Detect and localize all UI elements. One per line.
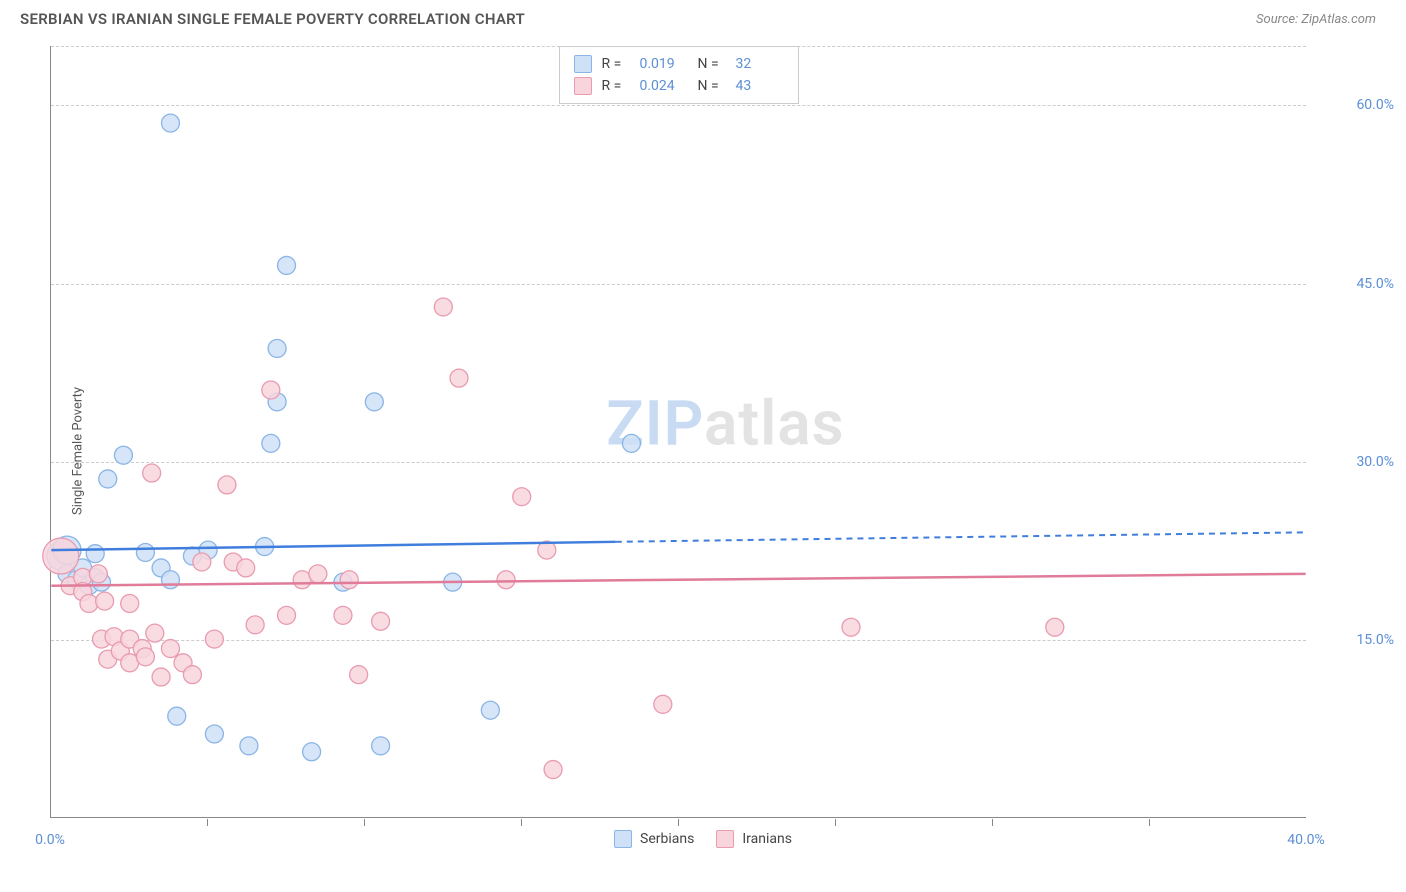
scatter-point [365, 393, 383, 411]
chart-title: SERBIAN VS IRANIAN SINGLE FEMALE POVERTY… [20, 10, 525, 28]
scatter-point [136, 648, 154, 666]
scatter-point [146, 624, 164, 642]
legend-series-name: Iranians [742, 831, 792, 847]
legend-n-value: 43 [736, 78, 784, 94]
legend-swatch [716, 830, 734, 848]
scatter-point [309, 565, 327, 583]
legend-swatch [614, 830, 632, 848]
scatter-point [278, 256, 296, 274]
legend-series-name: Serbians [640, 831, 694, 847]
scatter-point [278, 606, 296, 624]
scatter-point [434, 298, 452, 316]
scatter-point [161, 640, 179, 658]
scatter-point [654, 695, 672, 713]
scatter-point [237, 559, 255, 577]
scatter-point [842, 618, 860, 636]
y-tick-label: 60.0% [1356, 97, 1394, 113]
legend-r-label: R = [602, 56, 630, 72]
x-tick-label-min: 0.0% [35, 832, 65, 848]
legend-r-value: 0.024 [640, 78, 688, 94]
chart-header: SERBIAN VS IRANIAN SINGLE FEMALE POVERTY… [0, 0, 1406, 36]
x-tick-mark [835, 819, 836, 826]
legend-row: R = 0.024 N = 43 [574, 75, 784, 97]
scatter-point [262, 381, 280, 399]
scatter-point [350, 666, 368, 684]
y-tick-label: 15.0% [1356, 632, 1394, 648]
scatter-point [96, 592, 114, 610]
legend-n-label: N = [698, 78, 726, 94]
x-tick-mark [992, 819, 993, 826]
legend-swatch [574, 55, 592, 73]
scatter-point [121, 595, 139, 613]
scatter-point [183, 666, 201, 684]
legend-n-label: N = [698, 56, 726, 72]
scatter-point [246, 616, 264, 634]
scatter-point [497, 571, 515, 589]
trend-line [51, 574, 1305, 586]
scatter-point [86, 545, 104, 563]
scatter-point [218, 476, 236, 494]
scatter-point [268, 339, 286, 357]
y-tick-label: 30.0% [1356, 454, 1394, 470]
x-tick-mark [521, 819, 522, 826]
scatter-point [262, 434, 280, 452]
chart-area: Single Female Poverty ZIPatlas R =0.019N… [0, 36, 1406, 866]
legend-item: Iranians [716, 830, 792, 848]
scatter-point [43, 538, 79, 574]
scatter-point [161, 571, 179, 589]
legend-r-value: 0.019 [640, 56, 688, 72]
x-tick-mark [678, 819, 679, 826]
scatter-point [205, 630, 223, 648]
scatter-point [1046, 618, 1064, 636]
scatter-point [161, 114, 179, 132]
scatter-point [513, 488, 531, 506]
y-tick-label: 45.0% [1356, 276, 1394, 292]
scatter-point [334, 606, 352, 624]
series-legend: Serbians Iranians [614, 830, 792, 848]
scatter-point [544, 761, 562, 779]
legend-swatch [574, 77, 592, 95]
scatter-point [372, 612, 390, 630]
scatter-point [168, 707, 186, 725]
scatter-point [481, 701, 499, 719]
trend-line-dashed [616, 532, 1306, 541]
scatter-point [152, 668, 170, 686]
trend-line [51, 542, 615, 550]
scatter-point [193, 553, 211, 571]
plot-region: ZIPatlas R =0.019N =32R =0.024N =43 [50, 46, 1306, 818]
legend-row: R = 0.019 N = 32 [574, 53, 784, 75]
legend-item: Serbians [614, 830, 694, 848]
scatter-point [89, 565, 107, 583]
scatter-point [205, 725, 223, 743]
scatter-point [136, 543, 154, 561]
scatter-point [143, 464, 161, 482]
x-tick-mark [364, 819, 365, 826]
scatter-point [372, 737, 390, 755]
legend-r-label: R = [602, 78, 630, 94]
x-tick-mark [1149, 819, 1150, 826]
scatter-point [240, 737, 258, 755]
legend-n-value: 32 [736, 56, 784, 72]
scatter-point [340, 571, 358, 589]
source-attribution: Source: ZipAtlas.com [1256, 12, 1376, 27]
correlation-legend: R = 0.019 N = 32 R = 0.024 N = 43 [559, 46, 799, 104]
scatter-svg [51, 46, 1306, 817]
scatter-point [622, 434, 640, 452]
x-tick-mark [207, 819, 208, 826]
scatter-point [114, 446, 132, 464]
x-tick-label-max: 40.0% [1287, 832, 1325, 848]
scatter-point [303, 743, 321, 761]
scatter-point [99, 470, 117, 488]
scatter-point [80, 595, 98, 613]
scatter-point [450, 369, 468, 387]
